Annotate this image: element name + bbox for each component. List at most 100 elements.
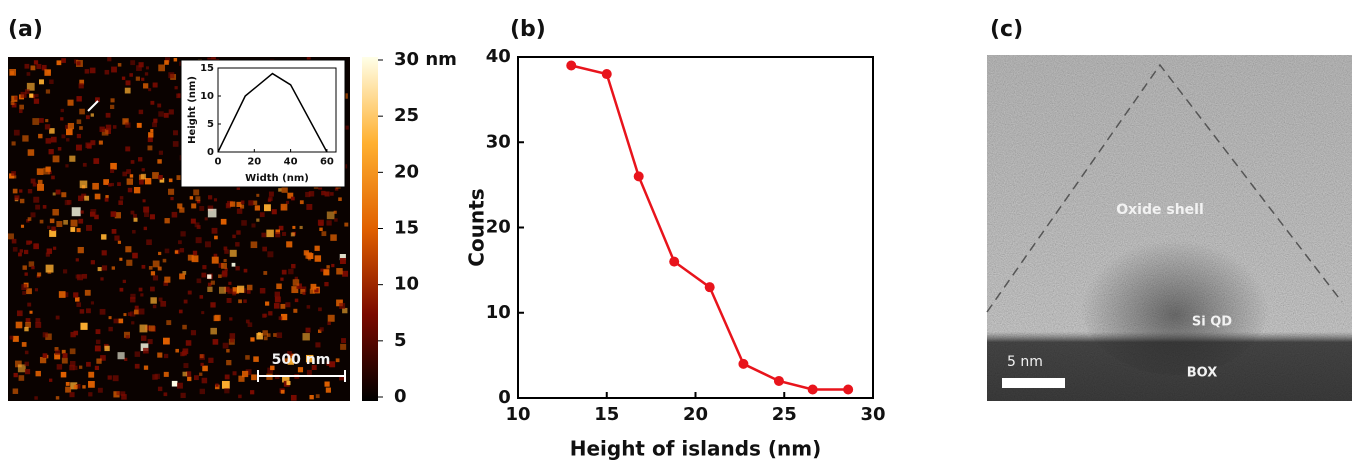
afm-grain xyxy=(39,79,44,85)
afm-grain xyxy=(11,141,16,146)
afm-grain xyxy=(75,384,81,389)
afm-grain xyxy=(11,102,17,108)
afm-grain xyxy=(265,301,270,306)
data-point xyxy=(807,384,818,395)
afm-grain xyxy=(65,381,70,386)
afm-grain xyxy=(259,212,265,218)
afm-grain xyxy=(207,274,212,279)
afm-grain xyxy=(306,305,311,309)
afm-grain xyxy=(283,358,289,364)
afm-grain xyxy=(159,177,165,183)
afm-grain xyxy=(333,210,337,214)
afm-grain xyxy=(130,297,136,303)
afm-grain xyxy=(101,234,107,240)
afm-grain xyxy=(183,299,188,304)
afm-grain xyxy=(142,199,146,203)
afm-grain xyxy=(250,337,255,342)
afm-grain xyxy=(324,191,330,197)
afm-grain xyxy=(166,320,172,326)
afm-grain xyxy=(76,228,81,233)
afm-grain xyxy=(18,252,22,257)
afm-grain xyxy=(299,200,304,205)
afm-grain xyxy=(296,283,302,289)
afm-grain xyxy=(202,265,207,270)
afm-grain xyxy=(170,196,174,201)
afm-grain xyxy=(182,371,188,377)
afm-grain xyxy=(224,267,228,272)
afm-grain xyxy=(124,357,128,362)
afm-grain xyxy=(329,361,336,368)
afm-grain xyxy=(274,296,281,303)
plot-frame xyxy=(217,67,337,153)
afm-grain xyxy=(20,91,27,98)
afm-grain xyxy=(319,227,323,231)
afm-grain xyxy=(104,345,110,352)
afm-grain xyxy=(16,310,23,317)
afm-grain xyxy=(66,138,70,142)
afm-grain xyxy=(27,217,32,221)
afm-grain xyxy=(305,191,311,198)
afm-grain xyxy=(44,124,51,130)
afm-grain xyxy=(263,336,268,341)
afm-grain xyxy=(23,249,29,255)
afm-grain xyxy=(79,126,83,130)
afm-grain xyxy=(199,206,205,211)
afm-grain xyxy=(103,179,109,185)
afm-grain xyxy=(76,119,82,124)
afm-grain xyxy=(294,276,298,281)
afm-grain xyxy=(54,347,59,352)
afm-grain xyxy=(82,162,87,167)
afm-grain xyxy=(268,196,273,201)
afm-grain xyxy=(152,260,160,268)
afm-grain xyxy=(254,205,260,211)
afm-grain xyxy=(14,195,20,201)
afm-grain xyxy=(9,173,15,179)
afm-grain xyxy=(63,292,69,298)
afm-grain xyxy=(236,186,241,190)
data-point xyxy=(669,256,680,267)
afm-grain xyxy=(61,192,67,198)
afm-grain xyxy=(71,207,81,217)
afm-grain xyxy=(248,200,254,206)
afm-grain xyxy=(111,66,117,73)
afm-grain xyxy=(51,175,55,180)
afm-grain xyxy=(196,278,202,284)
afm-grain xyxy=(19,104,24,110)
afm-grain xyxy=(26,72,31,76)
afm-grain xyxy=(20,224,25,228)
afm-grain xyxy=(157,266,162,271)
afm-grain xyxy=(148,325,155,332)
afm-grain xyxy=(288,268,294,275)
afm-grain xyxy=(45,264,54,273)
afm-grain xyxy=(110,104,115,110)
afm-grain xyxy=(152,122,157,128)
afm-grain xyxy=(287,358,294,365)
afm-grain xyxy=(18,375,25,381)
afm-grain xyxy=(112,125,117,129)
afm-grain xyxy=(179,207,185,213)
afm-grain xyxy=(180,231,186,237)
afm-grain xyxy=(94,365,100,371)
afm-grain xyxy=(210,302,216,308)
afm-grain xyxy=(125,246,132,253)
afm-grain xyxy=(117,240,122,244)
afm-grain xyxy=(138,287,143,292)
afm-grain xyxy=(138,62,144,68)
afm-grain xyxy=(17,364,26,373)
y-axis-label: Height (nm) xyxy=(187,76,198,144)
afm-grain xyxy=(273,333,277,337)
afm-grain xyxy=(96,358,102,364)
afm-grain xyxy=(221,262,227,269)
afm-grain xyxy=(196,199,201,204)
afm-grain xyxy=(117,182,121,187)
data-point xyxy=(566,60,577,71)
y-tick-label: 20 xyxy=(486,217,511,238)
afm-grain xyxy=(334,187,339,191)
afm-grain xyxy=(173,58,178,62)
afm-grain xyxy=(70,219,78,227)
afm-grain xyxy=(193,189,200,196)
afm-grain xyxy=(112,375,119,382)
afm-grain xyxy=(35,370,41,377)
afm-grain xyxy=(111,228,117,234)
afm-grain xyxy=(33,196,40,203)
